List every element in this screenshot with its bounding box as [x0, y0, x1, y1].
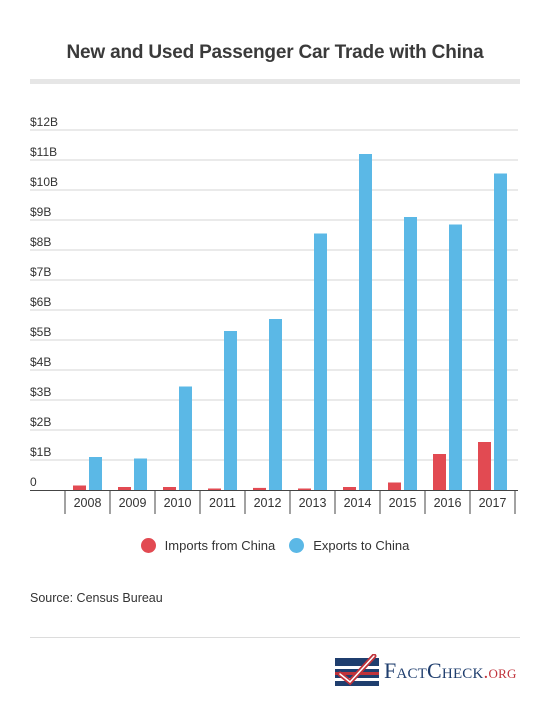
- flag-check-icon: [335, 654, 379, 686]
- y-tick-label: $7B: [30, 265, 51, 279]
- imports-bar-2016: [433, 454, 446, 490]
- imports-bar-2008: [73, 485, 86, 490]
- y-tick-label: $6B: [30, 295, 51, 309]
- y-tick-label: $4B: [30, 355, 51, 369]
- x-tick-label: 2015: [389, 496, 417, 510]
- title-divider: [30, 79, 520, 84]
- legend: Imports from China Exports to China: [0, 538, 550, 553]
- imports-bar-2012: [253, 487, 266, 490]
- exports-bar-2015: [404, 217, 417, 490]
- y-tick-label: $1B: [30, 445, 51, 459]
- exports-bar-2008: [89, 457, 102, 490]
- exports-bar-2014: [359, 154, 372, 490]
- x-tick-label: 2010: [164, 496, 192, 510]
- x-tick-label: 2009: [119, 496, 147, 510]
- y-tick-label: $10B: [30, 175, 58, 189]
- imports-bar-2011: [208, 488, 221, 490]
- y-tick-label: $9B: [30, 205, 51, 219]
- imports-bar-2015: [388, 482, 401, 490]
- imports-bar-2013: [298, 488, 311, 490]
- legend-label-exports: Exports to China: [313, 538, 410, 553]
- source-note: Source: Census Bureau: [30, 591, 163, 605]
- x-tick-label: 2012: [254, 496, 282, 510]
- legend-item-exports: Exports to China: [289, 538, 409, 553]
- x-tick-label: 2013: [299, 496, 327, 510]
- factcheck-logo: FactCheck.org: [334, 654, 517, 688]
- y-tick-label: 0: [30, 475, 37, 489]
- x-tick-label: 2017: [479, 496, 507, 510]
- y-tick-label: $12B: [30, 115, 58, 129]
- logo-text: FactCheck.org: [384, 658, 517, 683]
- exports-bar-2012: [269, 319, 282, 490]
- bar-chart: 0 $1B $2B $3B $4B $5B $6B $7B $8B $9B $10B $11B $12B…: [30, 115, 518, 514]
- imports-bar-2017: [478, 442, 491, 490]
- imports-swatch: [140, 538, 156, 553]
- imports-bar-2009: [118, 487, 131, 490]
- y-tick-label: $3B: [30, 385, 51, 399]
- legend-item-imports: Imports from China: [140, 538, 276, 553]
- exports-bar-2011: [224, 331, 237, 490]
- y-tick-label: $5B: [30, 325, 51, 339]
- x-tick-label: 2014: [344, 496, 372, 510]
- x-tick-label: 2011: [209, 496, 236, 510]
- chart-title: New and Used Passenger Car Trade with Ch…: [66, 42, 484, 63]
- x-tick-label: 2016: [434, 496, 462, 510]
- imports-bar-2010: [163, 487, 176, 490]
- y-tick-label: $11B: [30, 145, 57, 159]
- imports-bar-2014: [343, 487, 356, 490]
- footer-divider: [30, 637, 520, 638]
- legend-label-imports: Imports from China: [164, 538, 276, 553]
- exports-bar-2013: [314, 233, 327, 490]
- exports-bar-2016: [449, 224, 462, 490]
- exports-bar-2017: [494, 173, 507, 490]
- y-tick-label: $8B: [30, 235, 51, 249]
- y-tick-label: $2B: [30, 415, 51, 429]
- exports-swatch: [289, 538, 305, 553]
- exports-bar-2009: [134, 458, 147, 490]
- x-tick-label: 2008: [74, 496, 102, 510]
- exports-bar-2010: [179, 386, 192, 490]
